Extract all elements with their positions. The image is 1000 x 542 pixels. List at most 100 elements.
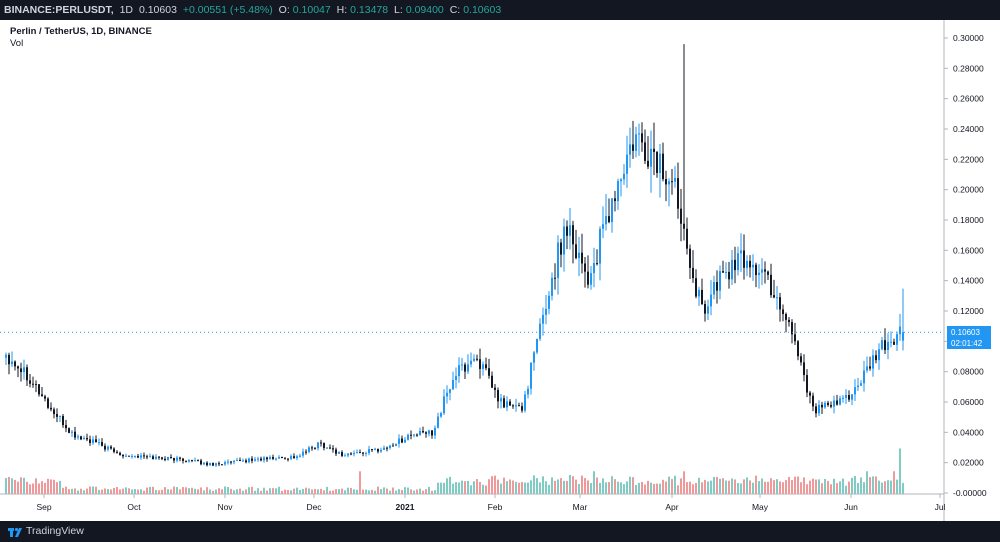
candle-body bbox=[707, 306, 709, 314]
volume-bar bbox=[290, 490, 292, 494]
volume-bar bbox=[590, 483, 592, 494]
volume-bar bbox=[254, 490, 256, 494]
y-tick-label: 0.30000 bbox=[953, 33, 984, 43]
volume-bar bbox=[212, 490, 214, 494]
volume-bar bbox=[95, 486, 97, 494]
candle-body bbox=[35, 384, 37, 386]
candle-body bbox=[131, 456, 133, 458]
candle-body bbox=[134, 455, 136, 457]
low-label: L: bbox=[394, 4, 403, 16]
candle-body bbox=[734, 259, 736, 271]
volume-bar bbox=[146, 487, 148, 494]
candle-body bbox=[401, 438, 403, 443]
candle-body bbox=[812, 395, 814, 407]
volume-bar bbox=[185, 487, 187, 494]
volume-bar bbox=[272, 488, 274, 494]
volume-bar bbox=[287, 490, 289, 494]
volume-bar bbox=[518, 482, 520, 494]
volume-bar bbox=[830, 484, 832, 494]
volume-bar bbox=[620, 482, 622, 494]
candle-body bbox=[266, 457, 268, 460]
candle-body bbox=[377, 448, 379, 452]
candle-body bbox=[602, 224, 604, 229]
candle-body bbox=[356, 452, 358, 454]
interval-label[interactable]: 1D bbox=[119, 4, 134, 16]
volume-bar bbox=[899, 448, 901, 494]
candle-body bbox=[305, 451, 307, 453]
candle-body bbox=[362, 452, 364, 454]
candle-body bbox=[173, 457, 175, 461]
candle-body bbox=[875, 355, 877, 361]
volume-bar bbox=[239, 488, 241, 494]
candle-body bbox=[317, 442, 319, 449]
candle-body bbox=[701, 289, 703, 305]
price-change: +0.00551 (+5.48%) bbox=[182, 4, 273, 16]
volume-bar bbox=[143, 490, 145, 494]
volume-bar bbox=[320, 488, 322, 494]
x-tick-label: Dec bbox=[306, 502, 322, 512]
candle-body bbox=[140, 455, 142, 458]
volume-bar bbox=[344, 490, 346, 494]
volume-bar bbox=[695, 482, 697, 494]
candle-body bbox=[293, 456, 295, 459]
y-tick-label: 0.04000 bbox=[953, 427, 984, 437]
volume-bar bbox=[26, 481, 28, 494]
candle-body bbox=[296, 456, 298, 459]
candle-body bbox=[881, 340, 883, 350]
y-tick-label: 0.14000 bbox=[953, 276, 984, 286]
candle-body bbox=[446, 392, 448, 397]
candle-body bbox=[191, 459, 193, 461]
volume-bar bbox=[497, 479, 499, 494]
tradingview-brand[interactable]: TradingView bbox=[26, 525, 84, 537]
candle-body bbox=[158, 456, 160, 458]
volume-bar bbox=[785, 480, 787, 494]
symbol-info-bar: BINANCE:PERLUSDT, 1D 0.10603 +0.00551 (+… bbox=[0, 0, 1000, 20]
candle-body bbox=[236, 460, 238, 462]
x-tick-label: Feb bbox=[488, 502, 503, 512]
candle-body bbox=[65, 425, 67, 429]
candle-body bbox=[167, 457, 169, 460]
volume-bar bbox=[107, 488, 109, 494]
candle-body bbox=[857, 385, 859, 388]
volume-bar bbox=[716, 476, 718, 494]
symbol-name[interactable]: BINANCE:PERLUSDT, bbox=[4, 4, 114, 16]
candle-body bbox=[680, 208, 682, 224]
candle-body bbox=[587, 271, 589, 285]
volume-bar bbox=[311, 489, 313, 494]
candle-body bbox=[782, 309, 784, 314]
candle-body bbox=[185, 460, 187, 462]
candle-body bbox=[851, 394, 853, 400]
low-value: 0.09400 bbox=[405, 4, 444, 16]
chart-pane[interactable]: 0.30000 0.28000 0.26000 0.24000 0.22000 0.200… bbox=[0, 20, 1000, 521]
volume-bar bbox=[89, 486, 91, 494]
candle-body bbox=[539, 323, 541, 339]
volume-bar bbox=[362, 489, 364, 494]
candle-body bbox=[593, 263, 595, 274]
volume-bar bbox=[191, 487, 193, 494]
candle-body bbox=[746, 260, 748, 268]
candle-body bbox=[110, 446, 112, 449]
volume-bar bbox=[656, 483, 658, 494]
x-tick-label: Mar bbox=[573, 502, 588, 512]
volume-bar bbox=[305, 487, 307, 494]
volume-bar bbox=[740, 483, 742, 494]
volume-bar bbox=[434, 490, 436, 494]
candle-body bbox=[704, 304, 706, 314]
volume-bar bbox=[515, 481, 517, 494]
volume-bar bbox=[767, 481, 769, 494]
candle-body bbox=[245, 460, 247, 463]
volume-bar bbox=[755, 475, 757, 494]
volume-bar bbox=[179, 489, 181, 494]
volume-bar bbox=[641, 481, 643, 494]
volume-bar bbox=[566, 480, 568, 494]
candle-body bbox=[47, 398, 49, 408]
volume-bar bbox=[227, 486, 229, 494]
volume-bar bbox=[83, 490, 85, 494]
candle-body bbox=[740, 250, 742, 254]
volume-bar bbox=[698, 477, 700, 494]
price-chart[interactable]: 0.30000 0.28000 0.26000 0.24000 0.22000 0.200… bbox=[0, 20, 1000, 521]
y-tick-label: 0.26000 bbox=[953, 94, 984, 104]
candle-body bbox=[233, 460, 235, 463]
candle-body bbox=[215, 463, 217, 466]
tradingview-logo-icon[interactable] bbox=[8, 525, 22, 538]
